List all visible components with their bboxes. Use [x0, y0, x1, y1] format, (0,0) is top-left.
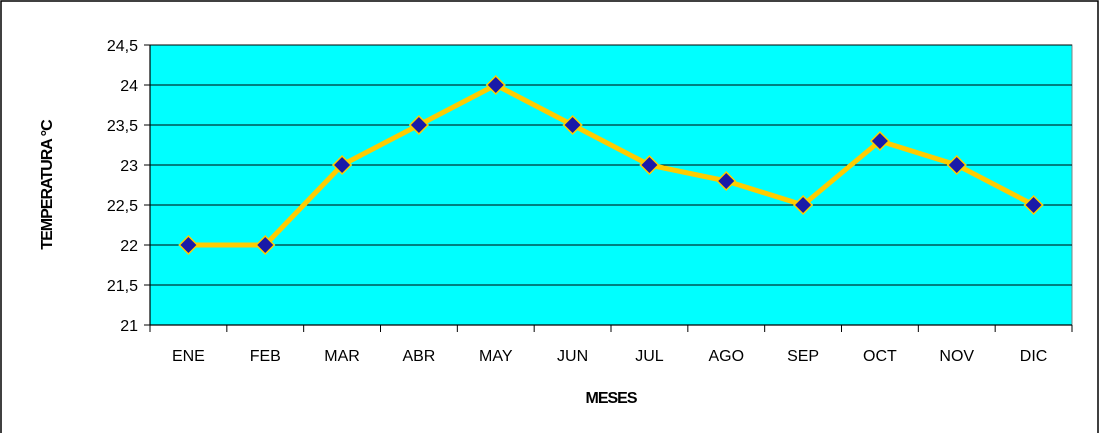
data-point-marker: [255, 234, 276, 256]
axes: [144, 44, 1073, 332]
y-tick-label: 22: [120, 238, 138, 255]
series-line: [185, 82, 1037, 248]
x-tick-label: SEP: [787, 348, 819, 365]
data-point-marker: [408, 114, 429, 136]
data-point-marker: [716, 170, 737, 192]
x-tick-label: OCT: [863, 348, 897, 365]
data-point-marker: [485, 74, 506, 96]
data-point-marker: [332, 154, 353, 176]
plot-area: [149, 44, 1073, 326]
x-axis-title: MESES: [585, 390, 637, 407]
x-tick-label: ABR: [402, 348, 435, 365]
data-point-marker: [946, 154, 967, 176]
y-tick-label: 23: [120, 158, 138, 175]
x-tick-label: MAR: [324, 348, 360, 365]
y-tick-label: 23,5: [107, 118, 138, 135]
x-tick-label: FEB: [250, 348, 281, 365]
x-tick-label: NOV: [939, 348, 974, 365]
y-tick-label: 21: [120, 318, 138, 335]
x-tick-label: AGO: [708, 348, 744, 365]
y-tick-label: 24: [120, 78, 138, 95]
y-axis-title: TEMPERATURA °C: [39, 119, 56, 250]
data-point-marker: [562, 114, 583, 136]
x-tick-label: ENE: [172, 348, 205, 365]
x-tick-label: DIC: [1020, 348, 1048, 365]
data-point-marker: [178, 234, 199, 256]
tick-labels: 21 21,5 22 22,5 23 23,5 24 24,5 ENE FEB MAR ABR MAY J…: [107, 38, 1048, 365]
y-tick-label: 24,5: [107, 38, 138, 55]
series-temperatura: [178, 74, 1044, 256]
data-point-marker: [1023, 194, 1044, 216]
x-tick-label: MAY: [479, 348, 513, 365]
y-tick-label: 21,5: [107, 278, 138, 295]
data-point-marker: [869, 130, 890, 152]
x-tick-label: JUN: [557, 348, 588, 365]
x-tick-label: JUL: [635, 348, 664, 365]
data-point-marker: [793, 194, 814, 216]
y-tick-label: 22,5: [107, 198, 138, 215]
data-point-marker: [639, 154, 660, 176]
